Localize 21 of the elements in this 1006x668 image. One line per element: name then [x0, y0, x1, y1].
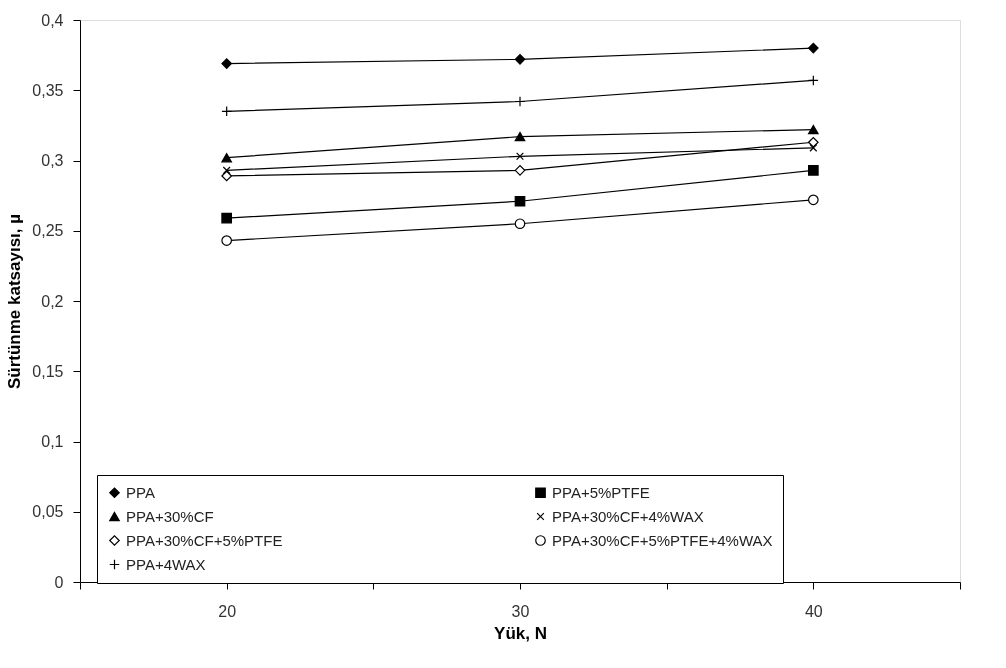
y-tick-label: 0,15	[32, 362, 64, 380]
y-tick-label: 0,1	[41, 433, 64, 450]
y-tick-label: 0,25	[32, 222, 64, 240]
x-tick-label: 20	[218, 602, 237, 620]
legend-label: PPA+4WAX	[126, 555, 206, 573]
x-tick-label: 40	[804, 602, 823, 620]
y-tick-label: 0,05	[32, 503, 64, 521]
x-axis-title: Yük, N	[494, 623, 547, 643]
y-tick-label: 0,4	[41, 11, 64, 29]
x-tick-label: 30	[511, 602, 530, 620]
legend-label: PPA+30%CF+5%PTFE+4%WAX	[552, 531, 773, 549]
y-tick-label: 0,35	[32, 81, 64, 99]
legend-label: PPA+30%CF	[126, 507, 214, 525]
legend-label: PPA+5%PTFE	[552, 483, 650, 501]
legend-label: PPA+30%CF+4%WAX	[552, 507, 704, 525]
y-tick-label: 0,3	[41, 152, 64, 169]
y-tick-label: 0	[54, 573, 64, 591]
y-tick-label: 0,2	[41, 292, 64, 310]
legend-label: PPA	[126, 483, 155, 501]
legend-label: PPA+30%CF+5%PTFE	[126, 531, 283, 549]
y-axis-title: Sürtünme katsayısı, µ	[5, 213, 25, 390]
